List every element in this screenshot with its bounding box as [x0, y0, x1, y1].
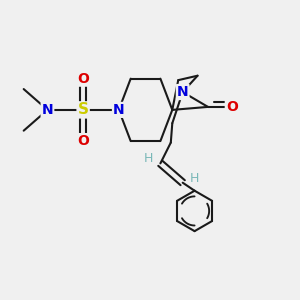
Text: N: N	[113, 103, 124, 117]
Text: N: N	[177, 85, 188, 99]
Text: S: S	[78, 102, 88, 117]
Text: O: O	[77, 134, 89, 148]
Text: O: O	[77, 72, 89, 86]
Text: O: O	[226, 100, 238, 114]
Text: H: H	[144, 152, 153, 165]
Text: N: N	[42, 103, 53, 117]
Text: H: H	[189, 172, 199, 185]
